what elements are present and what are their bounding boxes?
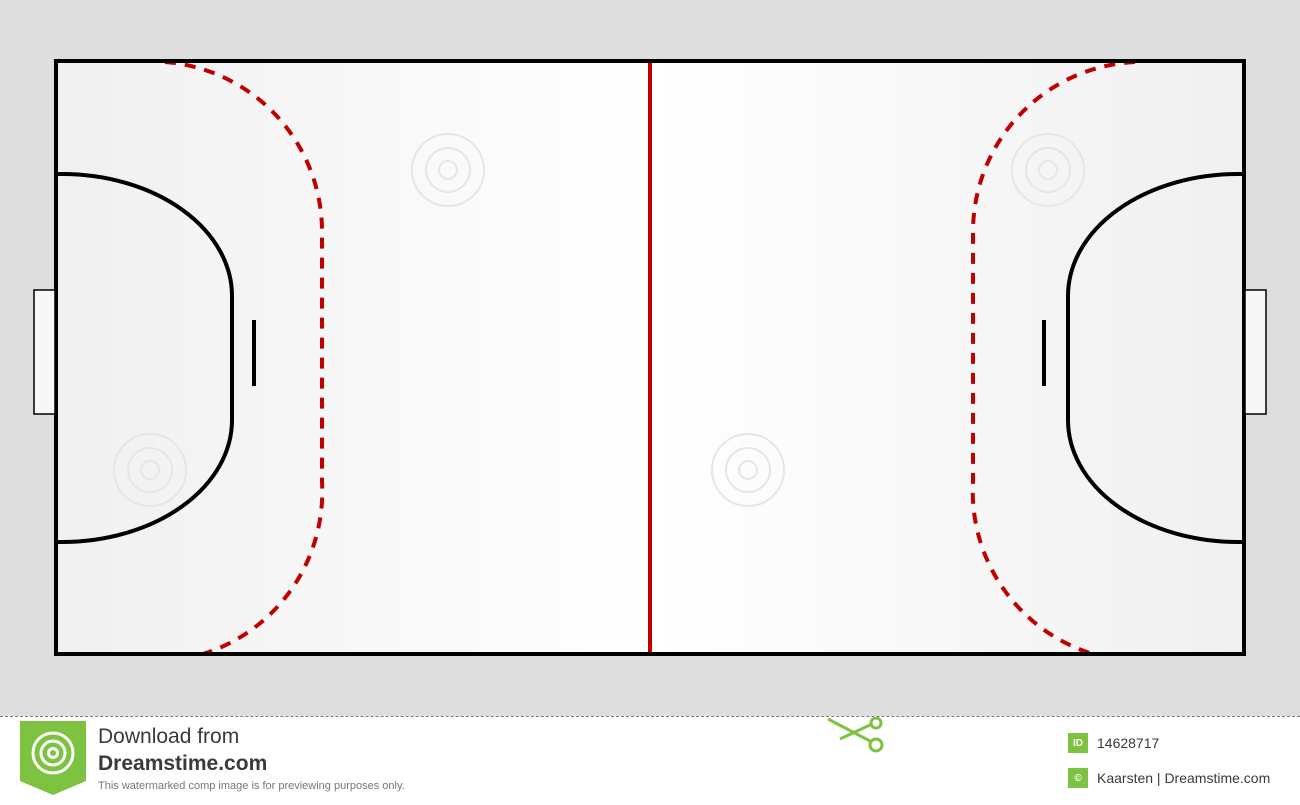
- watermark-footer: Download from Dreamstime.com This waterm…: [0, 716, 1300, 805]
- download-line2: Dreamstime.com: [98, 752, 267, 776]
- handball-court-diagram: [0, 0, 1300, 716]
- image-id: 14628717: [1097, 735, 1159, 751]
- download-line1: Download from: [98, 725, 239, 749]
- image-id-row: ID 14628717: [1068, 733, 1159, 753]
- copyright-badge-icon: ©: [1068, 768, 1088, 788]
- right-goal: [1245, 290, 1266, 414]
- scissors-icon: [826, 717, 890, 757]
- dreamstime-logo-icon: [20, 721, 86, 795]
- id-badge-icon: ID: [1068, 733, 1088, 753]
- left-goal: [34, 290, 55, 414]
- credit-text: Kaarsten | Dreamstime.com: [1097, 770, 1270, 786]
- preview-note: This watermarked comp image is for previ…: [98, 780, 405, 792]
- credit-row: © Kaarsten | Dreamstime.com: [1068, 768, 1270, 788]
